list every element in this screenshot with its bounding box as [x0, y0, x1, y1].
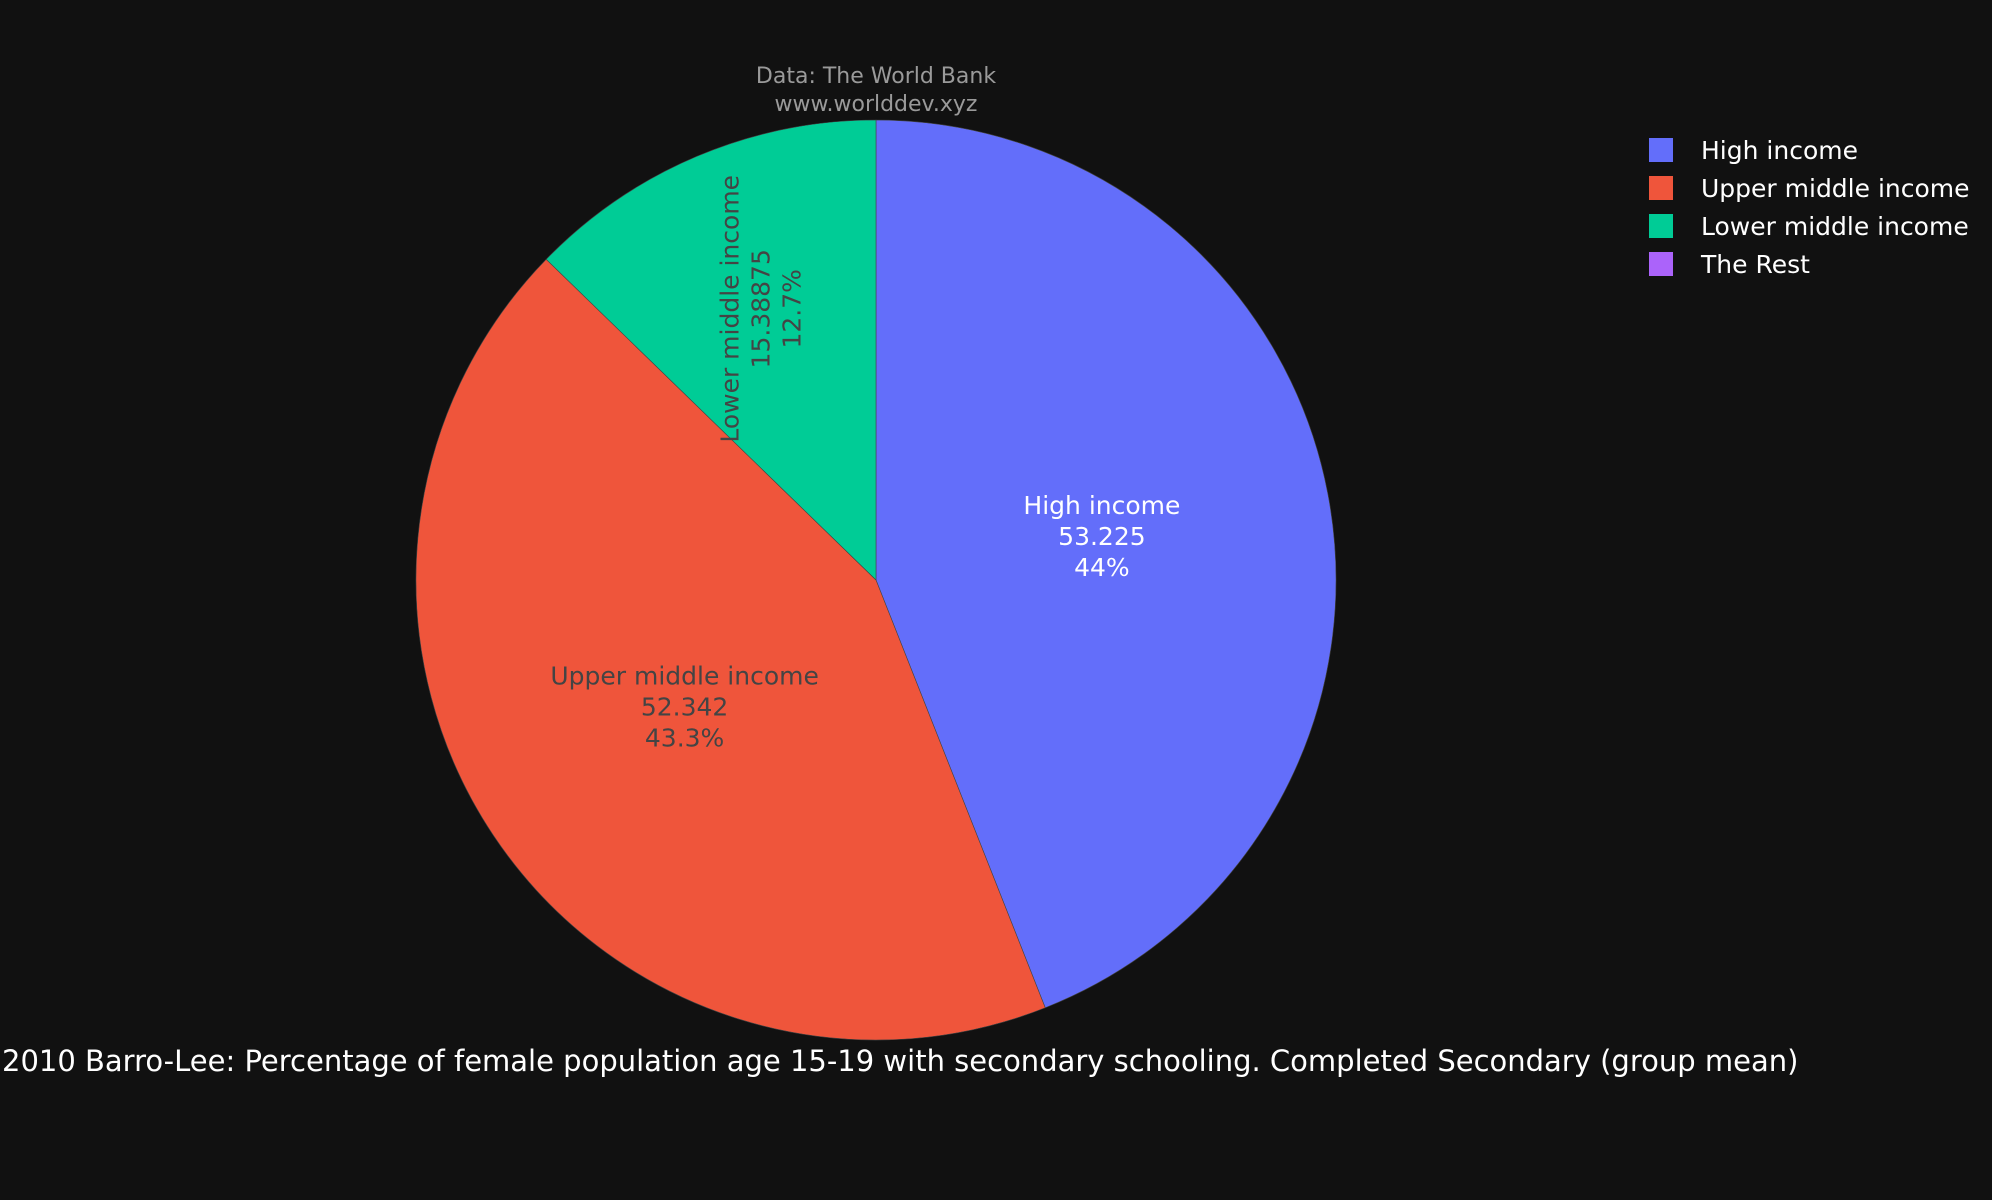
legend-label-lower-middle-income: Lower middle income — [1701, 212, 1969, 241]
pie-slice-high-income[interactable] — [875, 119, 1337, 1009]
slice-label-lower-middle-income: Lower middle income15.3887512.7% — [715, 175, 806, 443]
legend-swatch-upper-middle-income — [1649, 176, 1673, 200]
pie-slice-lower-middle-income[interactable] — [545, 119, 877, 581]
pie-slice-upper-middle-income[interactable] — [415, 258, 1046, 1041]
legend-item-the-rest[interactable]: The Rest — [1649, 250, 1810, 279]
legend-label-the-rest: The Rest — [1700, 250, 1810, 279]
legend: High income Upper middle income Lower midd… — [1649, 136, 1970, 279]
source-line-2: www.worlddev.xyz — [775, 92, 978, 117]
legend-swatch-high-income — [1649, 138, 1673, 162]
slice-label-high-income: High income 53.225 44% — [1023, 491, 1180, 582]
chart-caption: 2010 Barro-Lee: Percentage of female pop… — [2, 1044, 1798, 1078]
source-line-1: Data: The World Bank — [756, 64, 996, 89]
pie-slices — [415, 119, 1337, 1041]
legend-item-high-income[interactable]: High income — [1649, 136, 1858, 165]
legend-swatch-the-rest — [1649, 252, 1673, 276]
legend-label-high-income: High income — [1701, 136, 1858, 165]
legend-item-upper-middle-income[interactable]: Upper middle income — [1649, 174, 1970, 203]
pie-slice-labels: High income 53.225 44% Upper middle income 5… — [550, 175, 1180, 753]
slice-label-upper-middle-income: Upper middle income 52.342 43.3% — [550, 662, 819, 753]
legend-swatch-lower-middle-income — [1649, 214, 1673, 238]
legend-item-lower-middle-income[interactable]: Lower middle income — [1649, 212, 1969, 241]
legend-label-upper-middle-income: Upper middle income — [1701, 174, 1970, 203]
